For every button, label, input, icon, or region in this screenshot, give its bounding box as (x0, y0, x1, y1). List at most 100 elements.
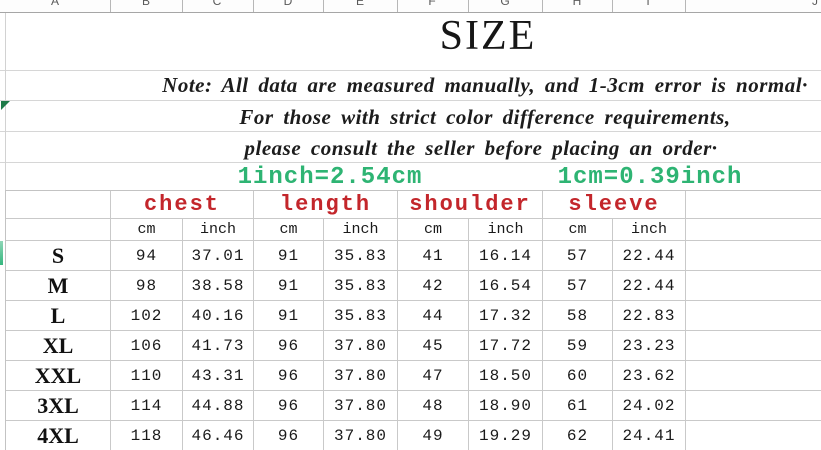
cell-chest-cm: 106 (111, 331, 183, 361)
cell-shoulder-cm: 48 (398, 391, 469, 421)
unit-header-shoulder-inch: inch (469, 219, 543, 241)
cell-length-inch: 37.80 (324, 331, 398, 361)
conversion-inch-to-cm: 1inch=2.54cm (237, 164, 423, 191)
size-label: M (6, 271, 111, 301)
column-separator (182, 0, 183, 12)
gridline (0, 70, 821, 71)
cell-length-cm: 96 (254, 331, 324, 361)
empty-cell (686, 331, 821, 361)
size-column-header-empty (6, 191, 111, 219)
cell-sleeve-inch: 23.62 (613, 361, 686, 391)
cell-chest-cm: 118 (111, 421, 183, 450)
cell-shoulder-cm: 45 (398, 331, 469, 361)
column-group-shoulder: shoulder (398, 191, 543, 219)
cell-sleeve-cm: 61 (543, 391, 613, 421)
cell-error-triangle-icon (1, 101, 10, 110)
cell-shoulder-cm: 47 (398, 361, 469, 391)
column-group-length: length (254, 191, 398, 219)
size-label: 4XL (6, 421, 111, 450)
column-letter: I (646, 0, 650, 8)
cell-length-cm: 91 (254, 301, 324, 331)
unit-header-empty (6, 219, 111, 241)
cell-sleeve-inch: 22.44 (613, 241, 686, 271)
column-letter: E (355, 0, 365, 8)
cell-chest-cm: 94 (111, 241, 183, 271)
cell-shoulder-inch: 18.90 (469, 391, 543, 421)
size-label: XL (6, 331, 111, 361)
cell-sleeve-cm: 57 (543, 241, 613, 271)
cell-length-cm: 96 (254, 421, 324, 450)
gridline (0, 131, 821, 132)
column-separator (468, 0, 469, 12)
cell-chest-inch: 41.73 (183, 331, 254, 361)
note-line-1: Note: All data are measured manually, an… (162, 73, 808, 97)
cell-length-cm: 91 (254, 241, 324, 271)
cell-sleeve-cm: 57 (543, 271, 613, 301)
cell-shoulder-inch: 19.29 (469, 421, 543, 450)
column-letter: J (812, 0, 818, 8)
cell-sleeve-inch: 24.02 (613, 391, 686, 421)
page-title: SIZE (439, 13, 537, 59)
cell-length-cm: 96 (254, 361, 324, 391)
unit-header-sleeve-cm: cm (543, 219, 613, 241)
cell-chest-inch: 40.16 (183, 301, 254, 331)
cell-length-cm: 91 (254, 271, 324, 301)
cell-length-inch: 35.83 (324, 301, 398, 331)
unit-header-length-cm: cm (254, 219, 324, 241)
column-separator (397, 0, 398, 12)
cell-sleeve-inch: 24.41 (613, 421, 686, 450)
cell-sleeve-inch: 23.23 (613, 331, 686, 361)
empty-cell (686, 191, 821, 219)
cell-sleeve-inch: 22.83 (613, 301, 686, 331)
size-label: L (6, 301, 111, 331)
cell-length-inch: 37.80 (324, 361, 398, 391)
cell-shoulder-cm: 41 (398, 241, 469, 271)
cell-length-inch: 37.80 (324, 421, 398, 450)
column-separator (323, 0, 324, 12)
cell-length-cm: 96 (254, 391, 324, 421)
unit-header-sleeve-inch: inch (613, 219, 686, 241)
empty-cell (686, 361, 821, 391)
note-line-3: please consult the seller before placing… (244, 136, 718, 160)
cell-sleeve-inch: 22.44 (613, 271, 686, 301)
cell-chest-inch: 38.58 (183, 271, 254, 301)
column-group-sleeve: sleeve (543, 191, 686, 219)
cell-shoulder-cm: 49 (398, 421, 469, 450)
cell-chest-cm: 114 (111, 391, 183, 421)
green-row-marker (0, 241, 3, 265)
column-letter: D (283, 0, 293, 8)
column-separator (110, 0, 111, 12)
spreadsheet-column-header-strip: A B C D E F G H I J (0, 0, 821, 13)
gridline (0, 100, 821, 101)
column-separator (542, 0, 543, 12)
cell-shoulder-inch: 16.14 (469, 241, 543, 271)
note-line-2: For those with strict color difference r… (239, 105, 731, 129)
cell-sleeve-cm: 58 (543, 301, 613, 331)
cell-length-inch: 37.80 (324, 391, 398, 421)
size-label: XXL (6, 361, 111, 391)
empty-cell (686, 391, 821, 421)
conversion-cm-to-inch: 1cm=0.39inch (557, 164, 743, 191)
column-letter: B (141, 0, 151, 8)
column-separator (685, 0, 686, 12)
column-separator (612, 0, 613, 12)
cell-shoulder-inch: 17.32 (469, 301, 543, 331)
column-letter: G (500, 0, 510, 8)
cell-sleeve-cm: 60 (543, 361, 613, 391)
unit-header-length-inch: inch (324, 219, 398, 241)
size-table: chest length shoulder sleeve cm inch cm … (5, 190, 821, 450)
cell-shoulder-cm: 42 (398, 271, 469, 301)
column-letter: H (572, 0, 582, 8)
cell-chest-cm: 98 (111, 271, 183, 301)
empty-cell (686, 241, 821, 271)
cell-chest-inch: 43.31 (183, 361, 254, 391)
cell-chest-inch: 44.88 (183, 391, 254, 421)
empty-cell (686, 301, 821, 331)
cell-chest-cm: 110 (111, 361, 183, 391)
column-separator (253, 0, 254, 12)
cell-shoulder-inch: 16.54 (469, 271, 543, 301)
gridline (0, 162, 821, 163)
empty-cell (686, 421, 821, 450)
cell-sleeve-cm: 62 (543, 421, 613, 450)
size-label: S (6, 241, 111, 271)
